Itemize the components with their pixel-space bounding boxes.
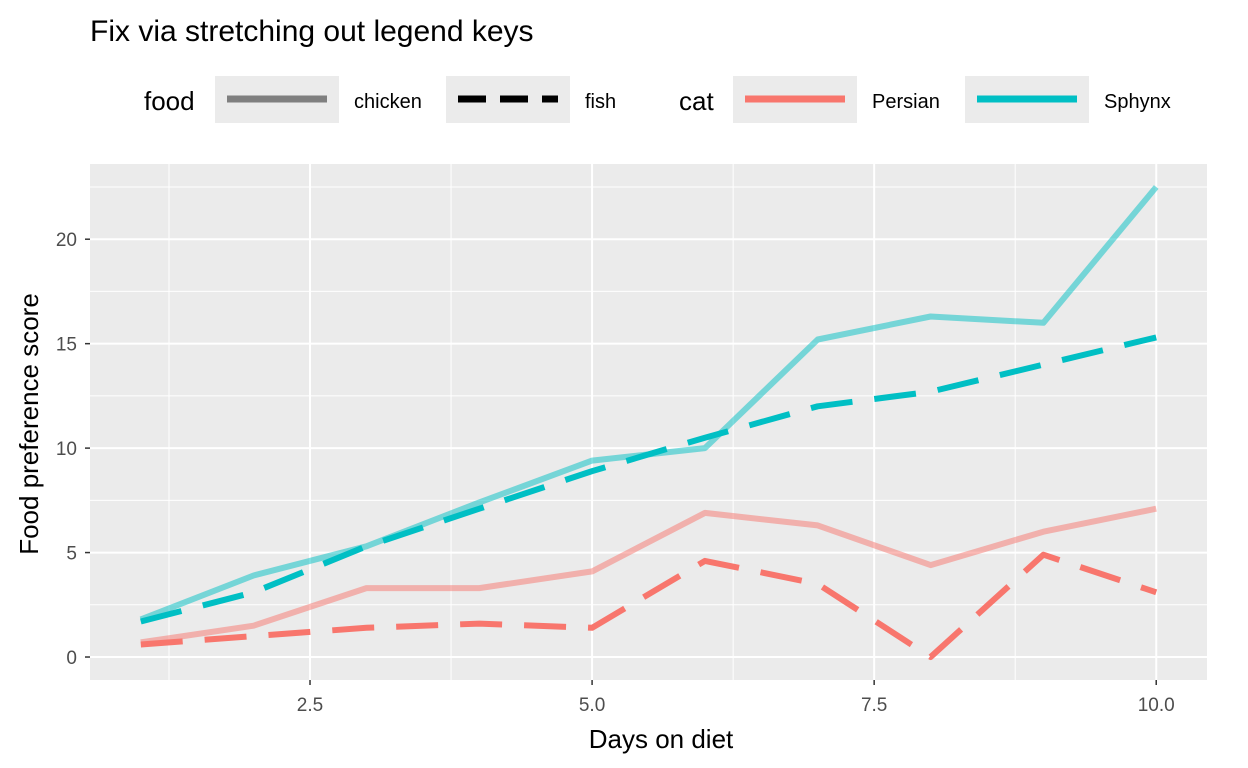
x-tick-label: 5.0: [579, 695, 605, 716]
grid-minor: [90, 164, 1207, 680]
x-axis: 2.5 5.0 7.5 10.0: [297, 680, 1175, 716]
legend-label-chicken: chicken: [354, 91, 422, 113]
legend-label-persian: Persian: [872, 91, 940, 113]
y-axis-title: Food preference score: [14, 293, 44, 555]
chart-title: Fix via stretching out legend keys: [90, 15, 534, 48]
grid-major: [90, 164, 1207, 680]
legend-food: food chicken fish: [144, 76, 616, 123]
series-line-persian-fish: [140, 551, 1158, 660]
y-tick-label: 0: [66, 648, 77, 669]
x-axis-title: Days on diet: [589, 724, 734, 754]
plot-panel: [90, 164, 1207, 680]
y-tick-label: 10: [56, 439, 77, 460]
x-tick-label: 7.5: [861, 695, 887, 716]
series-line-persian-chicken: [140, 505, 1157, 646]
legend-cat: cat Persian Sphynx: [679, 76, 1171, 123]
y-tick-label: 5: [66, 544, 77, 565]
y-tick-label: 20: [56, 230, 77, 251]
series-layer: [139, 185, 1159, 660]
series-line-sphynx-chicken: [139, 185, 1159, 623]
x-tick-label: 10.0: [1138, 695, 1175, 716]
legend-title-cat: cat: [679, 86, 714, 116]
y-axis: 0 5 10 15 20: [56, 230, 90, 669]
legend-label-fish: fish: [585, 91, 616, 113]
legend-label-sphynx: Sphynx: [1104, 91, 1171, 113]
x-tick-label: 2.5: [297, 695, 323, 716]
y-tick-label: 15: [56, 335, 77, 356]
legend-title-food: food: [144, 86, 195, 116]
